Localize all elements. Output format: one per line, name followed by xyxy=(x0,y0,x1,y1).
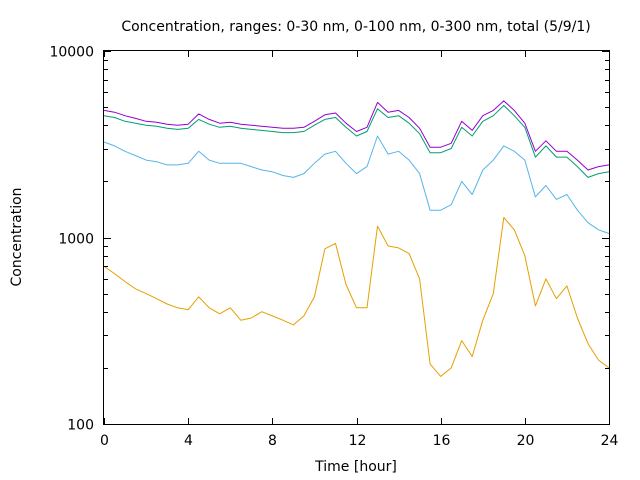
y-tick-label: 10000 xyxy=(49,45,94,61)
series-layer xyxy=(103,100,610,377)
chart-title: Concentration, ranges: 0-30 nm, 0-100 nm… xyxy=(121,19,590,35)
series-line-2 xyxy=(103,135,610,234)
x-tick-label: 24 xyxy=(601,433,619,449)
y-axis-label: Concentration xyxy=(9,187,25,286)
series-line-1 xyxy=(103,217,610,377)
x-tick-label: 4 xyxy=(184,433,193,449)
x-tick-label: 12 xyxy=(349,433,367,449)
series-line-4 xyxy=(103,100,610,171)
series-line-3 xyxy=(103,105,610,178)
x-tick-label: 0 xyxy=(100,433,109,449)
y-tick-label: 1000 xyxy=(58,232,94,248)
x-tick-label: 20 xyxy=(517,433,535,449)
x-axis-label: Time [hour] xyxy=(314,459,397,475)
plot-frame xyxy=(103,50,610,425)
x-tick-label: 16 xyxy=(433,433,451,449)
y-tick-label: 100 xyxy=(67,418,94,434)
tick-layer: 0 4 8 12 16 20 24 100 1000 10000 xyxy=(49,45,618,450)
x-tick-label: 8 xyxy=(268,433,277,449)
